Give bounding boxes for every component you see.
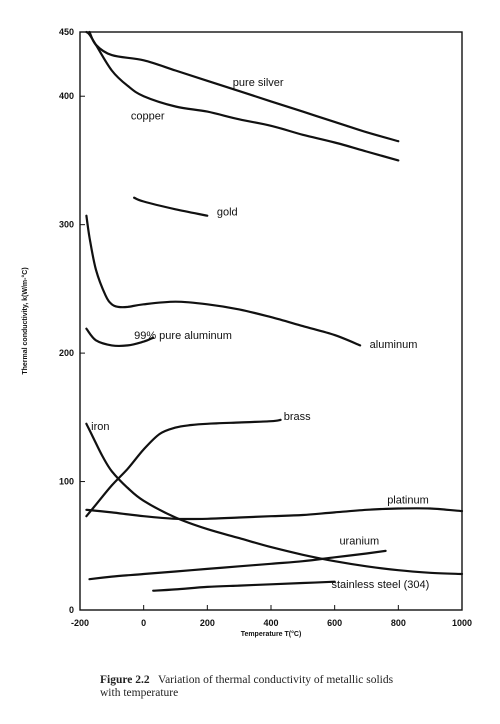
x-tick-label: -200: [71, 618, 89, 628]
series-line-platinum: [85, 507, 464, 521]
series-label-iron: iron: [91, 421, 109, 433]
series-line-stainless-steel-304: [152, 580, 336, 592]
figure-number: Figure 2.2: [100, 674, 150, 686]
series-label-copper: copper: [131, 110, 165, 122]
series-curves: [85, 30, 464, 592]
y-tick-label: 400: [59, 91, 74, 101]
series-label-99-pure-aluminum: 99% pure aluminum: [134, 330, 232, 342]
series-label-brass: brass: [284, 411, 311, 423]
axis-ticks: -200 0 200 400 600 800 1000 0 100 200 300 400 450: [59, 27, 472, 628]
y-tick-label: 450: [59, 27, 74, 37]
series-label-gold: gold: [217, 207, 238, 219]
series-line-aluminum: [85, 214, 362, 347]
x-tick-label: 1000: [452, 618, 472, 628]
series-label-aluminum: aluminum: [370, 339, 418, 351]
series-label-platinum: platinum: [387, 494, 429, 506]
series-line-99-pure-aluminum: [85, 327, 155, 348]
series-line-brass: [85, 418, 282, 518]
series-line-pure-silver: [88, 30, 400, 143]
x-tick-label: 400: [263, 618, 278, 628]
series-line-iron: [85, 422, 464, 576]
y-tick-label: 200: [59, 348, 74, 358]
series-label-uranium: uranium: [339, 535, 379, 547]
series-line-gold: [133, 196, 209, 217]
x-axis-label: Temperature T(°C): [241, 630, 302, 638]
caption-line-2: with temperature: [100, 687, 179, 699]
y-tick-label: 100: [59, 477, 74, 487]
series-line-copper: [85, 30, 400, 162]
x-tick-label: 200: [200, 618, 215, 628]
series-label-stainless-steel-304: stainless steel (304): [331, 579, 429, 591]
figure-caption: Figure 2.2 Variation of thermal conducti…: [100, 674, 460, 700]
series-labels: pure silver copper gold aluminum 99% pure al…: [91, 77, 429, 591]
y-tick-label: 300: [59, 220, 74, 230]
series-label-pure-silver: pure silver: [233, 77, 284, 89]
x-tick-label: 800: [391, 618, 406, 628]
y-tick-label: 0: [69, 605, 74, 615]
caption-line-1: Variation of thermal conductivity of met…: [158, 674, 394, 686]
thermal-conductivity-chart: -200 0 200 400 600 800 1000 0 100 200 300 400 450 pu…: [21, 27, 472, 638]
series-line-uranium: [88, 549, 387, 581]
y-axis-label: Thermal conductivity, k(W/m-°C): [21, 267, 29, 374]
x-tick-label: 0: [141, 618, 146, 628]
x-tick-label: 600: [327, 618, 342, 628]
